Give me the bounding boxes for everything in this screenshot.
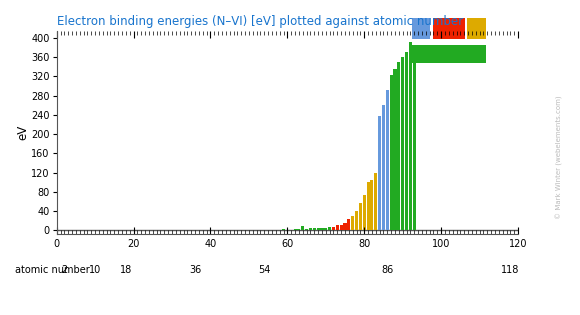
- Text: 54: 54: [258, 265, 270, 275]
- Bar: [405, 52, 408, 230]
- Bar: [359, 203, 362, 230]
- Bar: [324, 227, 327, 230]
- Bar: [362, 195, 366, 230]
- Text: 10: 10: [89, 265, 101, 275]
- Bar: [340, 225, 343, 230]
- Bar: [317, 228, 320, 230]
- Text: Electron binding energies (N–VI) [eV] plotted against atomic number: Electron binding energies (N–VI) [eV] pl…: [57, 15, 463, 28]
- Bar: [293, 229, 296, 230]
- Bar: [412, 45, 486, 63]
- Bar: [301, 226, 304, 230]
- Bar: [336, 225, 339, 230]
- Text: 18: 18: [119, 265, 132, 275]
- Bar: [355, 211, 358, 230]
- Bar: [347, 219, 350, 230]
- Bar: [367, 182, 369, 230]
- Bar: [386, 90, 389, 230]
- Bar: [433, 18, 465, 39]
- Bar: [332, 227, 335, 230]
- Bar: [382, 157, 385, 230]
- Text: © Mark Winter (webelements.com): © Mark Winter (webelements.com): [556, 96, 563, 219]
- Text: 86: 86: [381, 265, 393, 275]
- Bar: [409, 42, 412, 230]
- Bar: [382, 105, 385, 230]
- Bar: [467, 18, 486, 39]
- Bar: [393, 69, 397, 230]
- Bar: [313, 228, 316, 230]
- Bar: [282, 229, 285, 230]
- Bar: [371, 180, 374, 230]
- Bar: [351, 216, 354, 230]
- Bar: [359, 203, 362, 230]
- Bar: [309, 228, 312, 230]
- Bar: [397, 62, 400, 230]
- Bar: [328, 227, 331, 230]
- Y-axis label: eV: eV: [17, 125, 30, 140]
- Bar: [390, 75, 393, 230]
- Bar: [367, 182, 369, 230]
- Text: atomic number: atomic number: [15, 265, 90, 275]
- Bar: [374, 173, 378, 230]
- Bar: [355, 211, 358, 230]
- Text: 36: 36: [189, 265, 201, 275]
- Text: 2: 2: [61, 265, 67, 275]
- Bar: [298, 229, 300, 230]
- Text: 118: 118: [501, 265, 520, 275]
- Bar: [378, 116, 381, 230]
- Bar: [343, 223, 347, 230]
- Bar: [401, 57, 404, 230]
- Bar: [320, 228, 324, 230]
- Bar: [378, 165, 381, 230]
- Bar: [371, 180, 374, 230]
- Bar: [413, 48, 416, 230]
- Bar: [351, 216, 354, 230]
- Bar: [412, 18, 430, 39]
- Bar: [362, 195, 366, 230]
- Bar: [386, 149, 389, 230]
- Bar: [305, 229, 308, 230]
